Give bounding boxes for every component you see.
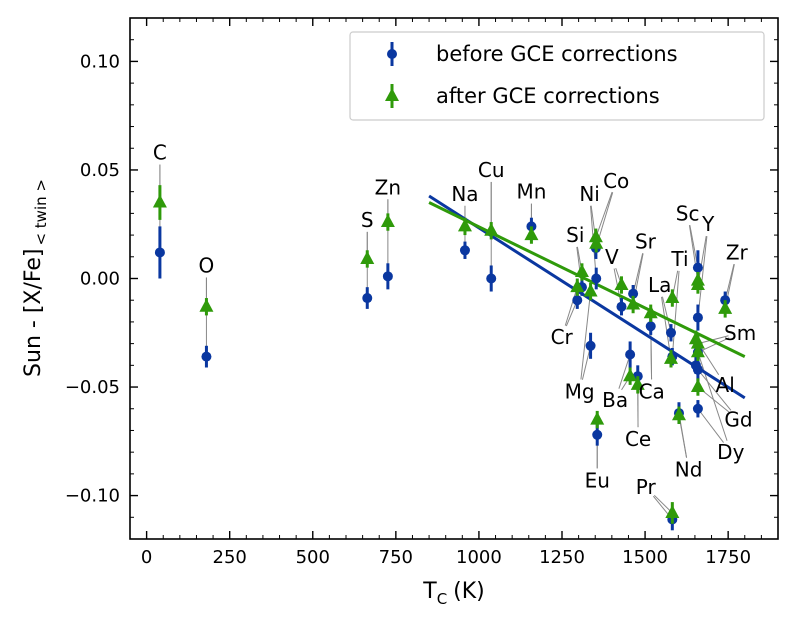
point-before-al	[691, 360, 701, 370]
label-zr: Zr	[726, 240, 749, 264]
point-before-cu	[486, 274, 496, 284]
point-before-la	[666, 328, 676, 338]
x-tick-label: 0	[141, 547, 152, 568]
label-ce: Ce	[625, 427, 651, 451]
x-tick-label: 1000	[456, 547, 502, 568]
point-before-ca	[646, 321, 656, 331]
point-before-y	[693, 313, 703, 323]
point-before-v	[616, 302, 626, 312]
x-tick-label: 1500	[622, 547, 668, 568]
point-before-o	[201, 352, 211, 362]
label-cu: Cu	[478, 158, 505, 182]
point-before-dy	[693, 404, 703, 414]
label-co: Co	[603, 169, 629, 193]
label-nd: Nd	[675, 458, 703, 482]
legend-label-0: before GCE corrections	[436, 42, 678, 66]
point-before-cr	[572, 295, 582, 305]
label-s: S	[361, 208, 374, 232]
point-before-eu	[592, 430, 602, 440]
label-dy: Dy	[717, 440, 744, 464]
point-before-zn	[383, 271, 393, 281]
x-tick-label: 500	[296, 547, 330, 568]
label-v: V	[605, 245, 619, 269]
label-na: Na	[451, 182, 478, 206]
legend-marker-before	[387, 49, 397, 59]
legend: before GCE corrections after GCE correcti…	[350, 32, 764, 120]
point-before-c	[155, 247, 165, 257]
x-tick-label: 250	[213, 547, 247, 568]
point-before-sc	[693, 263, 703, 273]
label-si: Si	[566, 223, 584, 247]
point-before-na	[460, 245, 470, 255]
y-tick-label: −0.10	[65, 486, 120, 507]
x-axis-label-main: T	[422, 579, 437, 604]
point-before-ba	[625, 349, 635, 359]
y-tick-label: 0.10	[80, 51, 120, 72]
x-tick-label: 1250	[539, 547, 585, 568]
y-tick-label: 0.05	[80, 160, 120, 181]
label-pr: Pr	[636, 475, 657, 499]
label-eu: Eu	[585, 468, 610, 492]
label-ca: Ca	[639, 379, 665, 403]
point-before-ni	[591, 274, 601, 284]
svg-text:TC(K): TC (K)	[422, 579, 485, 608]
x-axis-label-unit: (K)	[453, 579, 485, 604]
label-mn: Mn	[516, 180, 546, 204]
x-tick-label: 1750	[705, 547, 751, 568]
y-tick-label: −0.05	[65, 377, 120, 398]
legend-label-1: after GCE corrections	[436, 84, 660, 108]
label-ni: Ni	[579, 182, 600, 206]
y-tick-label: 0.00	[80, 269, 120, 290]
label-mg: Mg	[565, 379, 595, 403]
label-ba: Ba	[602, 388, 628, 412]
y-axis-label-main: Sun - [X/Fe]	[21, 249, 46, 377]
label-y: Y	[701, 212, 715, 236]
point-before-s	[362, 293, 372, 303]
label-zn: Zn	[375, 175, 401, 199]
y-axis-label-sub: < twin >	[32, 179, 50, 246]
label-la: La	[648, 273, 671, 297]
label-cr: Cr	[551, 325, 574, 349]
label-sr: Sr	[635, 230, 657, 254]
label-sm: Sm	[724, 321, 756, 345]
label-ti: Ti	[670, 247, 688, 271]
chart: 0 250 500 750 1000 1250 1500 1750 −0.10 −0.05 0.00…	[0, 0, 797, 624]
label-c: C	[153, 141, 167, 165]
label-sc: Sc	[676, 201, 700, 225]
point-before-mg	[586, 341, 596, 351]
x-axis-label-sub: C	[437, 590, 447, 608]
x-axis-label: TC (K)	[422, 579, 485, 608]
label-o: O	[199, 253, 215, 277]
x-tick-label: 750	[379, 547, 413, 568]
label-al: Al	[716, 373, 735, 397]
label-gd: Gd	[724, 408, 752, 432]
